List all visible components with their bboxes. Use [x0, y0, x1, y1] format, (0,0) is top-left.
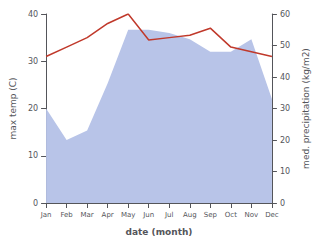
svg-text:Jul: Jul [164, 211, 174, 219]
svg-text:20: 20 [280, 136, 290, 145]
svg-text:Dec: Dec [265, 211, 279, 219]
svg-text:10: 10 [280, 167, 290, 176]
svg-text:max temp (C): max temp (C) [8, 77, 18, 139]
svg-text:40: 40 [280, 73, 290, 82]
svg-text:10: 10 [28, 151, 38, 160]
svg-text:Mar: Mar [81, 211, 94, 219]
svg-text:30: 30 [280, 104, 290, 113]
svg-text:med. precipitation (kg/m2): med. precipitation (kg/m2) [301, 48, 311, 169]
svg-text:Oct: Oct [225, 211, 237, 219]
svg-text:Feb: Feb [60, 211, 73, 219]
svg-text:May: May [121, 211, 135, 219]
svg-text:0: 0 [280, 199, 285, 208]
svg-text:date (month): date (month) [126, 227, 193, 237]
svg-text:Apr: Apr [102, 211, 114, 219]
svg-text:40: 40 [28, 10, 38, 19]
svg-text:20: 20 [28, 104, 38, 113]
svg-text:30: 30 [28, 57, 38, 66]
svg-text:Nov: Nov [245, 211, 259, 219]
svg-text:Aug: Aug [183, 211, 197, 219]
svg-text:0: 0 [33, 199, 38, 208]
svg-text:Sep: Sep [204, 211, 218, 219]
svg-text:50: 50 [280, 41, 290, 50]
svg-text:60: 60 [280, 10, 290, 19]
svg-text:Jan: Jan [40, 211, 52, 219]
svg-text:Jun: Jun [142, 211, 154, 219]
